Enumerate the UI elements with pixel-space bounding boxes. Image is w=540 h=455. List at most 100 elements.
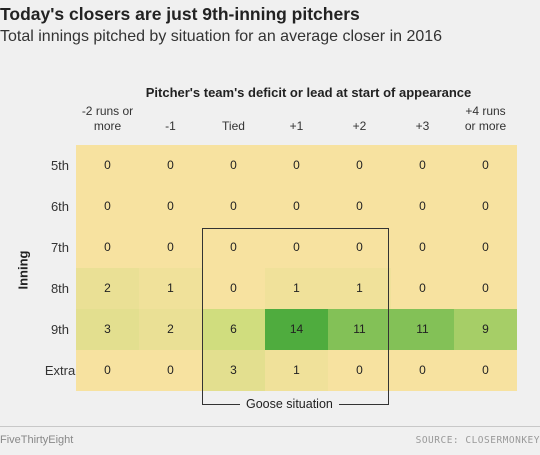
heatmap-cell xyxy=(202,227,265,268)
heatmap-cell xyxy=(265,227,328,268)
row-label-8th: 8th xyxy=(50,280,70,296)
cell-value-label: 0 xyxy=(482,281,489,295)
heatmap-cell xyxy=(454,145,517,186)
heatmap-cell xyxy=(391,227,454,268)
row-label-5th: 5th xyxy=(50,157,70,173)
cell-value-label: 0 xyxy=(230,281,237,295)
heatmap-cell xyxy=(265,145,328,186)
cell-value-label: 0 xyxy=(482,158,489,172)
cell-value-label: 0 xyxy=(230,158,237,172)
heatmap-cell xyxy=(76,186,139,227)
heatmap-cell xyxy=(139,350,202,391)
cell-value-label: 0 xyxy=(482,240,489,254)
column-label-7: +4 runs or more xyxy=(464,104,507,133)
row-label-9th: 9th xyxy=(50,321,70,337)
cell-value-label: 0 xyxy=(419,281,426,295)
cell-value-label: 9 xyxy=(482,322,489,336)
heatmap-cell xyxy=(391,268,454,309)
cell-value-label: 0 xyxy=(482,199,489,213)
heatmap-cell xyxy=(76,145,139,186)
heatmap-cell xyxy=(454,227,517,268)
brand-logo-text: FiveThirtyEight xyxy=(0,434,74,446)
cell-value-label: 1 xyxy=(293,281,300,295)
heatmap-cell xyxy=(391,186,454,227)
heatmap-cell xyxy=(76,350,139,391)
heatmap-cell xyxy=(139,145,202,186)
heatmap-cell xyxy=(454,268,517,309)
cell-value-label: 6 xyxy=(230,322,237,336)
heatmap-cell xyxy=(139,227,202,268)
cell-value-label: 0 xyxy=(104,199,111,213)
cell-value-label: 14 xyxy=(289,322,304,336)
column-label-3: Tied xyxy=(222,119,245,133)
heatmap-cell xyxy=(328,186,391,227)
chart-subtitle: Total innings pitched by situation for a… xyxy=(0,28,443,45)
heatmap-cell xyxy=(202,309,265,350)
cell-value-label: 1 xyxy=(356,281,363,295)
cell-value-label: 3 xyxy=(230,363,237,377)
heatmap-cell xyxy=(328,350,391,391)
heatmap-cell xyxy=(202,350,265,391)
heatmap-cell xyxy=(454,309,517,350)
goose-situation-label: Goose situation xyxy=(240,397,339,411)
chart-title: Today's closers are just 9th-inning pitc… xyxy=(0,4,360,24)
cell-value-label: 2 xyxy=(104,281,111,295)
row-label-6th: 6th xyxy=(50,198,70,214)
column-label-2: -1 xyxy=(165,119,176,133)
cell-value-label: 0 xyxy=(419,199,426,213)
heatmap-cell xyxy=(202,145,265,186)
heatmap-cell xyxy=(328,145,391,186)
row-label-7th: 7th xyxy=(50,239,70,255)
heatmap-cell xyxy=(391,309,454,350)
heatmap-cell xyxy=(454,186,517,227)
cell-value-label: 0 xyxy=(293,199,300,213)
cell-value-label: 0 xyxy=(419,363,426,377)
row-label-extra: Extra xyxy=(44,362,76,378)
heatmap-cell xyxy=(265,309,328,350)
cell-value-label: 1 xyxy=(293,363,300,377)
heatmap-cell xyxy=(265,268,328,309)
column-label-6: +3 xyxy=(415,119,430,133)
cell-value-label: 1 xyxy=(167,281,174,295)
cell-value-label: 0 xyxy=(104,240,111,254)
cell-value-label: 0 xyxy=(293,240,300,254)
heatmap-cell xyxy=(139,186,202,227)
cell-value-label: 0 xyxy=(230,240,237,254)
cell-value-label: 0 xyxy=(167,363,174,377)
cell-value-label: 11 xyxy=(416,322,429,336)
column-label-1: -2 runs or more xyxy=(81,104,134,133)
heatmap-cell xyxy=(265,350,328,391)
column-label-4: +1 xyxy=(289,119,304,133)
cell-value-label: 0 xyxy=(167,158,174,172)
heatmap-cell xyxy=(328,309,391,350)
heatmap-cell xyxy=(328,268,391,309)
cell-value-label: 0 xyxy=(419,158,426,172)
cell-value-label: 11 xyxy=(353,322,366,336)
heatmap-cell xyxy=(265,186,328,227)
heatmap-cell xyxy=(76,227,139,268)
column-label-5: +2 xyxy=(352,119,367,133)
cell-value-label: 3 xyxy=(104,322,111,336)
heatmap-cell xyxy=(328,227,391,268)
cell-value-label: 0 xyxy=(356,240,363,254)
goose-situation-box xyxy=(202,228,389,405)
cell-value-label: 0 xyxy=(356,158,363,172)
footer-divider xyxy=(0,426,540,427)
cell-value-label: 0 xyxy=(482,363,489,377)
heatmap-cell xyxy=(76,268,139,309)
heatmap-cell xyxy=(202,186,265,227)
x-axis-title: Pitcher's team's deficit or lead at star… xyxy=(145,85,472,100)
cell-value-label: 0 xyxy=(167,199,174,213)
heatmap-cell xyxy=(454,350,517,391)
cell-value-label: 0 xyxy=(419,240,426,254)
cell-value-label: 0 xyxy=(167,240,174,254)
y-axis-title: Inning xyxy=(15,250,31,290)
cell-value-label: 2 xyxy=(167,322,174,336)
cell-value-label: 0 xyxy=(230,199,237,213)
heatmap-cell xyxy=(391,350,454,391)
cell-value-label: 0 xyxy=(356,199,363,213)
heatmap-cell xyxy=(139,268,202,309)
source-note: SOURCE: CLOSERMONKEY xyxy=(415,435,540,446)
cell-value-label: 0 xyxy=(104,158,111,172)
heatmap-cell xyxy=(391,145,454,186)
